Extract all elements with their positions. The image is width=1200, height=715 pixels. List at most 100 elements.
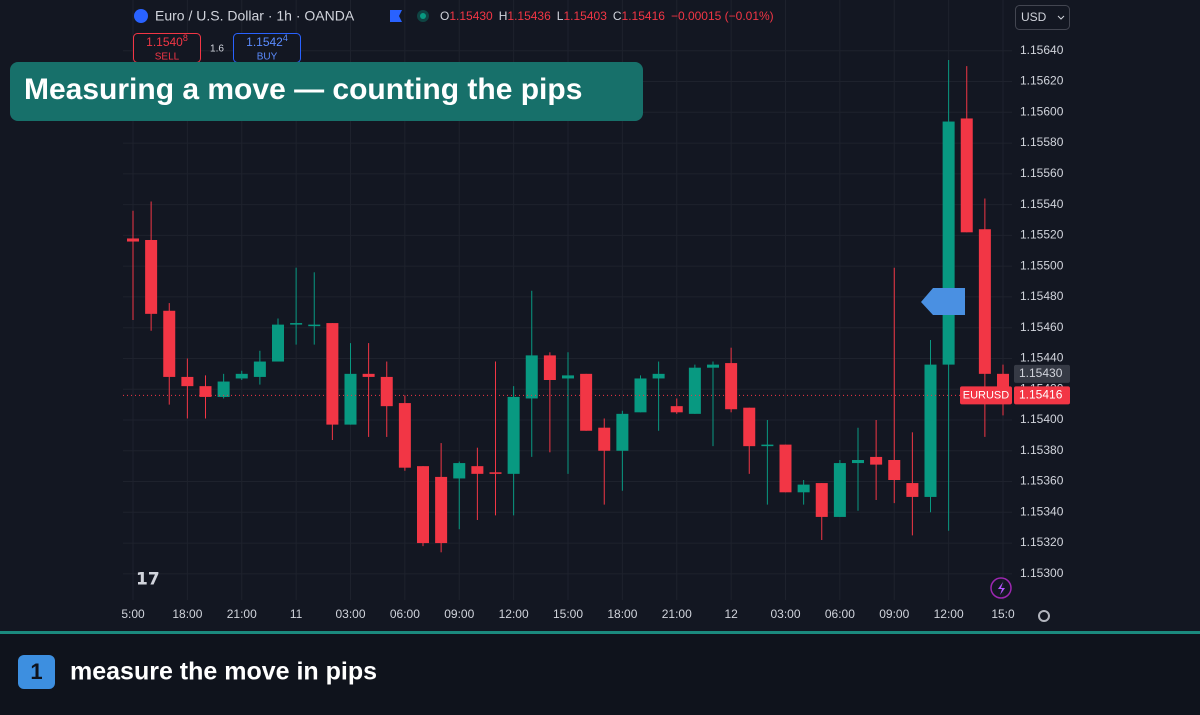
x-tick-label: 12:00 bbox=[499, 607, 529, 621]
lightning-icon[interactable] bbox=[990, 577, 1012, 599]
x-tick-label: 21:00 bbox=[662, 607, 692, 621]
x-tick-label: 06:00 bbox=[825, 607, 855, 621]
divider bbox=[0, 631, 1200, 634]
buy-price: 1.15424 bbox=[246, 33, 288, 49]
x-tick-label: 12 bbox=[724, 607, 738, 621]
candle-body bbox=[362, 373, 375, 377]
ohlc-key: O bbox=[440, 9, 449, 23]
ohlc-value: 1.15436 bbox=[507, 9, 551, 23]
sell-price: 1.15408 bbox=[146, 33, 188, 49]
x-tick-label: 06:00 bbox=[390, 607, 420, 621]
x-tick-label: 12:00 bbox=[934, 607, 964, 621]
x-tick-label: 18:00 bbox=[172, 607, 202, 621]
overlay-title: Measuring a move — counting the pips bbox=[24, 73, 582, 106]
y-tick-label: 1.15540 bbox=[1020, 197, 1064, 211]
settings-icon[interactable] bbox=[1038, 610, 1050, 622]
y-tick-label: 1.15400 bbox=[1020, 412, 1064, 426]
candle-body bbox=[688, 367, 701, 414]
step-number: 1 bbox=[30, 659, 42, 684]
candle-body bbox=[942, 121, 955, 365]
candle-body bbox=[525, 355, 538, 399]
x-tick-label: 11 bbox=[290, 607, 303, 621]
candle-body bbox=[235, 373, 248, 379]
y-tick-label: 1.15380 bbox=[1020, 443, 1064, 457]
ohlc-value: 1.15403 bbox=[563, 9, 607, 23]
arrow-marker bbox=[921, 288, 965, 315]
candle-body bbox=[398, 403, 411, 468]
logo: 𝟭𝟳 bbox=[136, 569, 160, 588]
y-tick-label: 1.15480 bbox=[1020, 289, 1064, 303]
price-tag-label: 1.15430 bbox=[1019, 366, 1063, 380]
caption-bar bbox=[0, 634, 1200, 715]
status-dot bbox=[420, 13, 426, 19]
candle-body bbox=[852, 460, 864, 464]
candle-body bbox=[634, 378, 647, 413]
ohlc-key: L bbox=[557, 9, 564, 23]
candle-body bbox=[145, 240, 158, 314]
x-tick-label: 03:00 bbox=[335, 607, 365, 621]
ohlc-value: 1.15430 bbox=[449, 9, 493, 23]
candle-body bbox=[725, 363, 738, 410]
y-tick-label: 1.15500 bbox=[1020, 258, 1064, 272]
candle-body bbox=[199, 386, 212, 397]
buy-main: 1.1542 bbox=[246, 35, 283, 49]
candle-body bbox=[815, 483, 828, 517]
candle-body bbox=[562, 375, 574, 379]
candle-body bbox=[978, 229, 991, 374]
y-tick-label: 1.15640 bbox=[1020, 43, 1064, 57]
buy-label: BUY bbox=[257, 52, 278, 63]
symbol-tag bbox=[960, 386, 1012, 405]
x-tick-label: 21:00 bbox=[227, 607, 257, 621]
y-tick-label: 1.15600 bbox=[1020, 104, 1064, 118]
x-tick-label: 5:00 bbox=[121, 607, 145, 621]
candle-body bbox=[127, 238, 139, 242]
candle-body bbox=[670, 406, 683, 413]
axes: 1.15300 1.15320 1.15340 1.15360 1.15380 1.154… bbox=[121, 43, 1070, 621]
candle-body bbox=[707, 364, 719, 368]
y-tick-label: 1.15620 bbox=[1020, 74, 1064, 88]
y-tick-label: 1.15520 bbox=[1020, 228, 1064, 242]
flag bbox=[390, 10, 402, 22]
candle-body bbox=[743, 407, 756, 447]
y-tick-label: 1.15560 bbox=[1020, 166, 1064, 180]
candle-body bbox=[272, 324, 284, 362]
last-price-label: 1.15416 bbox=[1019, 388, 1063, 402]
candle-body bbox=[779, 444, 792, 493]
ohlc-key: H bbox=[499, 9, 508, 23]
flag-icon bbox=[134, 9, 148, 23]
candle-body bbox=[471, 466, 484, 474]
candle-body bbox=[598, 427, 611, 451]
currency-select[interactable] bbox=[1015, 5, 1070, 30]
candle-body bbox=[888, 460, 901, 480]
candle-body bbox=[417, 466, 429, 544]
candle-body bbox=[616, 413, 629, 451]
sell-label: SELL bbox=[155, 52, 180, 63]
candle-body bbox=[253, 361, 266, 377]
y-tick-label: 1.15440 bbox=[1020, 351, 1064, 365]
x-tick-label: 03:00 bbox=[770, 607, 800, 621]
candle-body bbox=[761, 444, 774, 447]
x-tick-label: 15:00 bbox=[553, 607, 583, 621]
candle-body bbox=[960, 118, 973, 233]
candle-body bbox=[652, 373, 665, 379]
ohlc: O1.15430 H1.15436 L1.15403 C1.15416 −0.00015… bbox=[440, 9, 774, 23]
candle-body bbox=[924, 364, 937, 497]
candle-body bbox=[453, 463, 466, 479]
candle-body bbox=[870, 456, 883, 465]
caption: measure the move in pips bbox=[70, 658, 377, 686]
step-badge bbox=[18, 655, 55, 689]
currency: USD bbox=[1021, 10, 1047, 24]
candle-body bbox=[217, 381, 230, 397]
x-tick-label: 15:0 bbox=[991, 607, 1015, 621]
candle-body bbox=[543, 355, 556, 380]
y-tick-label: 1.15460 bbox=[1020, 320, 1064, 334]
x-tick-label: 09:00 bbox=[879, 607, 909, 621]
lightning bbox=[998, 582, 1005, 595]
y-tick-label: 1.15360 bbox=[1020, 474, 1064, 488]
symbol: Euro / U.S. Dollar · 1h · OANDA bbox=[155, 8, 355, 24]
buy-pip: 4 bbox=[283, 33, 288, 43]
candle-body bbox=[326, 323, 339, 425]
y-tick-label: 1.15340 bbox=[1020, 504, 1064, 518]
chevron bbox=[1057, 15, 1065, 20]
